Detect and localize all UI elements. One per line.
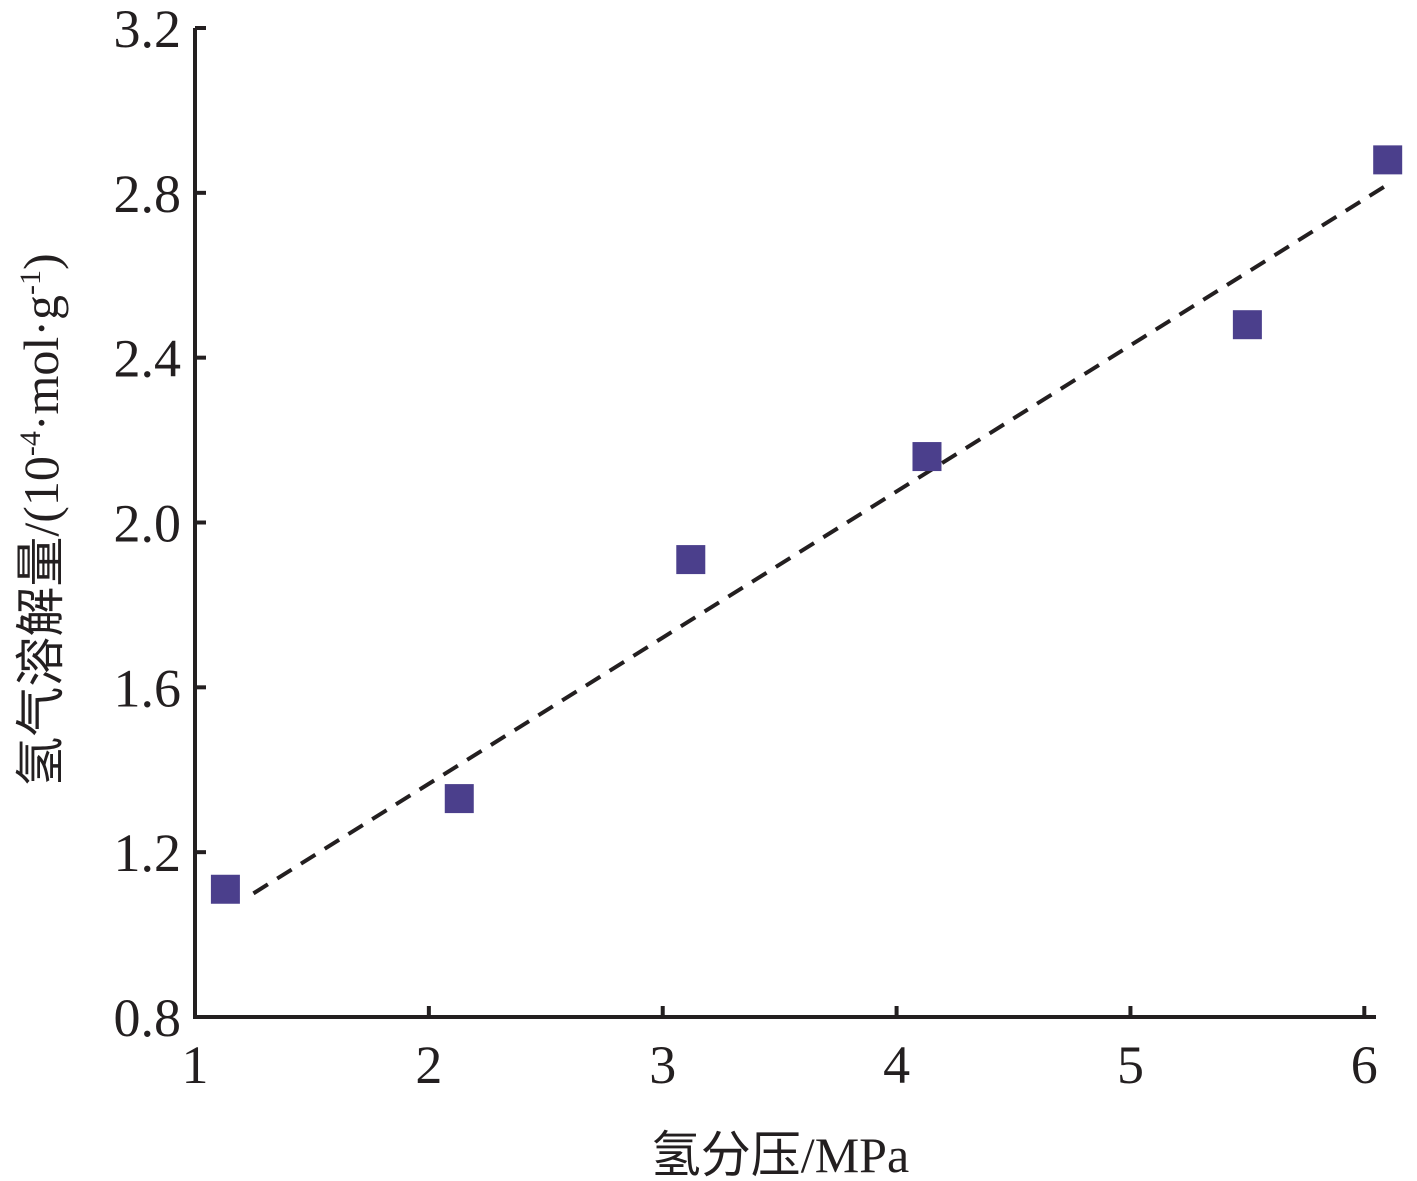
y-tick-label: 3.2 bbox=[114, 0, 182, 59]
x-axis-label: 氢分压/MPa bbox=[651, 1127, 909, 1181]
axes bbox=[193, 28, 1376, 1019]
y-axis-label-end: ) bbox=[13, 253, 69, 270]
data-point bbox=[912, 442, 942, 472]
y-axis-label-main: 氢气溶解量/(10 bbox=[13, 456, 69, 787]
data-point bbox=[444, 784, 474, 814]
x-tick-label: 6 bbox=[1351, 1035, 1378, 1095]
y-axis-label: 氢气溶解量/(10-4·mol·g-1) bbox=[13, 253, 69, 786]
y-axis-label-mid: ·mol·g bbox=[13, 295, 69, 431]
x-ticks: 1 2 3 4 5 6 bbox=[182, 1006, 1378, 1095]
y-axis-label-sup2: -1 bbox=[14, 270, 47, 295]
y-ticks: 0.8 1.2 1.6 2.0 2.4 2.8 3.2 bbox=[114, 0, 206, 1048]
data-point bbox=[676, 545, 706, 575]
data-point bbox=[1373, 145, 1403, 175]
data-point bbox=[1232, 310, 1262, 340]
y-tick-label: 2.4 bbox=[114, 329, 182, 389]
data-point bbox=[210, 874, 240, 904]
fit-line bbox=[252, 182, 1389, 896]
y-tick-label: 0.8 bbox=[114, 988, 182, 1048]
x-tick-label: 1 bbox=[182, 1035, 209, 1095]
x-tick-label: 2 bbox=[415, 1035, 442, 1095]
y-tick-label: 2.8 bbox=[114, 164, 182, 224]
x-tick-label: 3 bbox=[649, 1035, 676, 1095]
x-tick-label: 4 bbox=[883, 1035, 910, 1095]
x-tick-label: 5 bbox=[1117, 1035, 1144, 1095]
y-tick-label: 1.6 bbox=[114, 658, 182, 718]
y-tick-label: 2.0 bbox=[114, 494, 182, 554]
y-axis-label-sup1: -4 bbox=[14, 431, 47, 456]
y-tick-label: 1.2 bbox=[114, 823, 182, 883]
series bbox=[210, 145, 1403, 904]
